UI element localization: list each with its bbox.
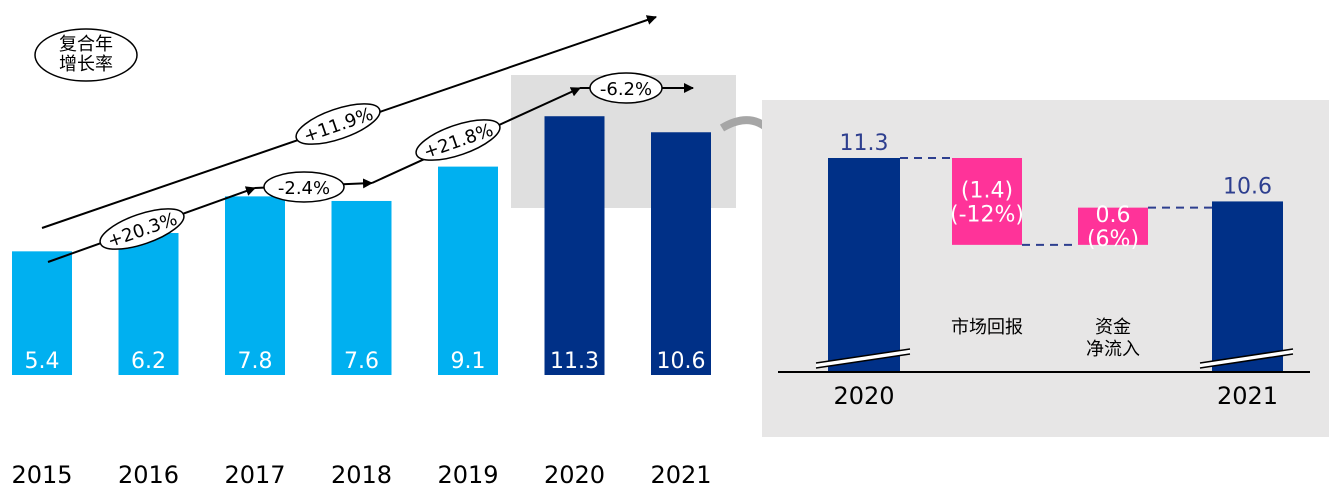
- x-tick-label-2017: 2017: [224, 461, 285, 489]
- axis-break-gap-4: [1200, 349, 1293, 368]
- bar-2015: [12, 251, 72, 375]
- x-tick-label-2016: 2016: [118, 461, 179, 489]
- growth-label-group-2015-2021: +11.9%: [295, 103, 381, 147]
- growth-label-group-2020-2021: -6.2%: [589, 72, 663, 104]
- growth-label-2020-2021: -6.2%: [600, 79, 652, 100]
- bar-value-label-2017: 7.8: [238, 349, 273, 374]
- axis-break-line-a-1: [815, 348, 911, 364]
- growth-label-group-2015-2017: +20.3%: [99, 208, 185, 252]
- x-tick-label-2020: 2020: [544, 461, 605, 489]
- x-tick-label-2018: 2018: [331, 461, 392, 489]
- waterfall-value-label-2-line-2: (-12%): [950, 202, 1024, 227]
- waterfall-cat-label-1: 2020: [833, 382, 894, 410]
- growth-label-ellipse: [263, 171, 345, 203]
- axis-break-gap-1: [816, 349, 910, 368]
- axis-break-line-b-4: [1199, 353, 1294, 369]
- bar-2021: [651, 132, 711, 375]
- bar-value-label-2018: 7.6: [344, 349, 379, 374]
- waterfall-bar-3: [1078, 207, 1148, 245]
- growth-label-ellipse: [295, 103, 381, 145]
- waterfall-bar-1: [828, 158, 900, 372]
- waterfall-value-label-3-line-1: 0.6: [1096, 203, 1131, 228]
- bar-2017: [225, 196, 285, 375]
- growth-label-ellipse: [589, 72, 663, 104]
- growth-label-group-2018-2020: +21.8%: [415, 119, 501, 163]
- cagr-legend-ellipse: [34, 28, 138, 82]
- bar-value-label-2020: 11.3: [550, 349, 599, 374]
- bar-value-label-2019: 9.1: [451, 349, 486, 374]
- waterfall-cat-label-3-line-2: 净流入: [1086, 339, 1140, 360]
- bar-2016: [118, 233, 179, 375]
- growth-label-group-2017-2018: -2.4%: [263, 171, 345, 203]
- bar-2018: [331, 200, 392, 375]
- left-bar-chart: 5.4 2015 6.2 2016 7.8 2017 7.6 2018 9.1 2019 11.3 2…: [11, 75, 736, 489]
- growth-label-ellipse: [415, 119, 501, 161]
- waterfall-bar-2: [952, 158, 1022, 245]
- growth-label-ellipse: [99, 208, 185, 250]
- waterfall-cat-label-3-line-1: 资金: [1095, 317, 1131, 338]
- x-tick-label-2015: 2015: [11, 461, 72, 489]
- waterfall-cat-label-4: 2021: [1217, 382, 1278, 410]
- x-tick-label-2019: 2019: [437, 461, 498, 489]
- bar-2019: [438, 166, 498, 375]
- waterfall-value-label-2-line-1: (1.4): [961, 178, 1013, 203]
- waterfall-bar-4: [1212, 201, 1283, 372]
- bar-2020: [544, 116, 605, 375]
- bar-value-label-2016: 6.2: [131, 349, 166, 374]
- waterfall-value-label-4: 10.6: [1223, 174, 1272, 199]
- cagr-legend-title-line-2: 增长率: [59, 54, 113, 75]
- cagr-legend-title-line-1: 复合年: [59, 34, 113, 55]
- axis-break-line-b-1: [815, 353, 911, 369]
- x-tick-label-2021: 2021: [650, 461, 711, 489]
- axis-break-line-a-4: [1199, 348, 1294, 364]
- waterfall-value-label-3-line-2: (6%): [1087, 227, 1139, 252]
- bar-value-label-2021: 10.6: [657, 349, 706, 374]
- growth-label-2017-2018: -2.4%: [278, 178, 330, 199]
- waterfall-cat-label-2-line-1: 市场回报: [951, 317, 1023, 338]
- waterfall-value-label-1: 11.3: [840, 131, 889, 156]
- bar-value-label-2015: 5.4: [25, 349, 60, 374]
